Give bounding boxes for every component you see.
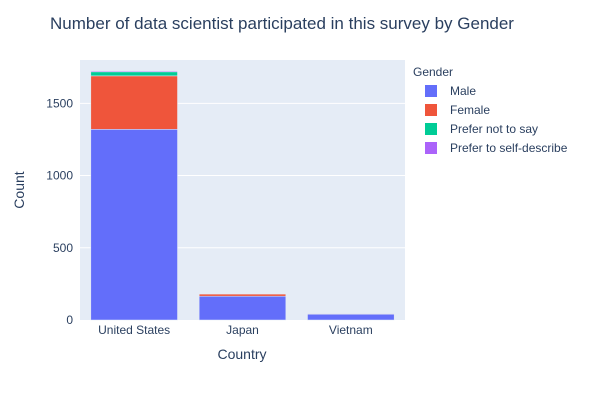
legend-label: Male <box>450 84 476 98</box>
x-tick-label: United States <box>98 323 170 337</box>
bar-female-united-states[interactable] <box>91 76 178 129</box>
y-tick-label: 0 <box>66 313 73 327</box>
legend-title: Gender <box>413 65 453 79</box>
y-tick-label: 500 <box>53 241 73 255</box>
legend-label: Prefer to self-describe <box>450 141 568 155</box>
legend[interactable]: Gender Male Female Prefer not to say Prefer… <box>413 65 568 155</box>
y-axis-label: Count <box>11 171 27 208</box>
legend-swatch <box>425 85 437 97</box>
legend-items[interactable]: Male Female Prefer not to say Prefer to sel… <box>425 84 568 155</box>
bar-prefer-not-to-say-united-states[interactable] <box>91 72 178 76</box>
y-tick-label: 1000 <box>46 169 73 183</box>
y-axis-ticks: 0 500 1000 1500 <box>46 96 73 327</box>
y-tick-label: 1500 <box>46 96 73 110</box>
x-tick-label: Vietnam <box>329 323 373 337</box>
legend-item-female[interactable]: Female <box>425 103 490 117</box>
legend-label: Female <box>450 103 490 117</box>
x-tick-label: Japan <box>226 323 259 337</box>
bar-female-japan[interactable] <box>199 294 286 296</box>
legend-item-male[interactable]: Male <box>425 84 476 98</box>
legend-label: Prefer not to say <box>450 122 538 136</box>
x-axis-ticks: United States Japan Vietnam <box>98 323 373 337</box>
legend-swatch <box>425 104 437 116</box>
legend-item-prefer-to-self-describe[interactable]: Prefer to self-describe <box>425 141 568 155</box>
chart-title: Number of data scientist participated in… <box>50 14 514 33</box>
x-axis-label: Country <box>217 346 266 362</box>
legend-swatch <box>425 142 437 154</box>
legend-item-prefer-not-to-say[interactable]: Prefer not to say <box>425 122 538 136</box>
bar-male-japan[interactable] <box>199 296 286 320</box>
bar-prefer-to-self-describe-united-states[interactable] <box>91 71 178 72</box>
legend-swatch <box>425 123 437 135</box>
bar-male-vietnam[interactable] <box>308 314 395 320</box>
bar-male-united-states[interactable] <box>91 129 178 320</box>
